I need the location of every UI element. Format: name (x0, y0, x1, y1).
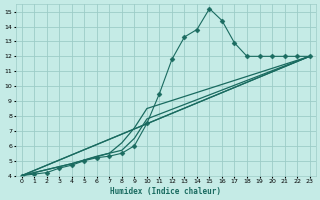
X-axis label: Humidex (Indice chaleur): Humidex (Indice chaleur) (110, 187, 221, 196)
